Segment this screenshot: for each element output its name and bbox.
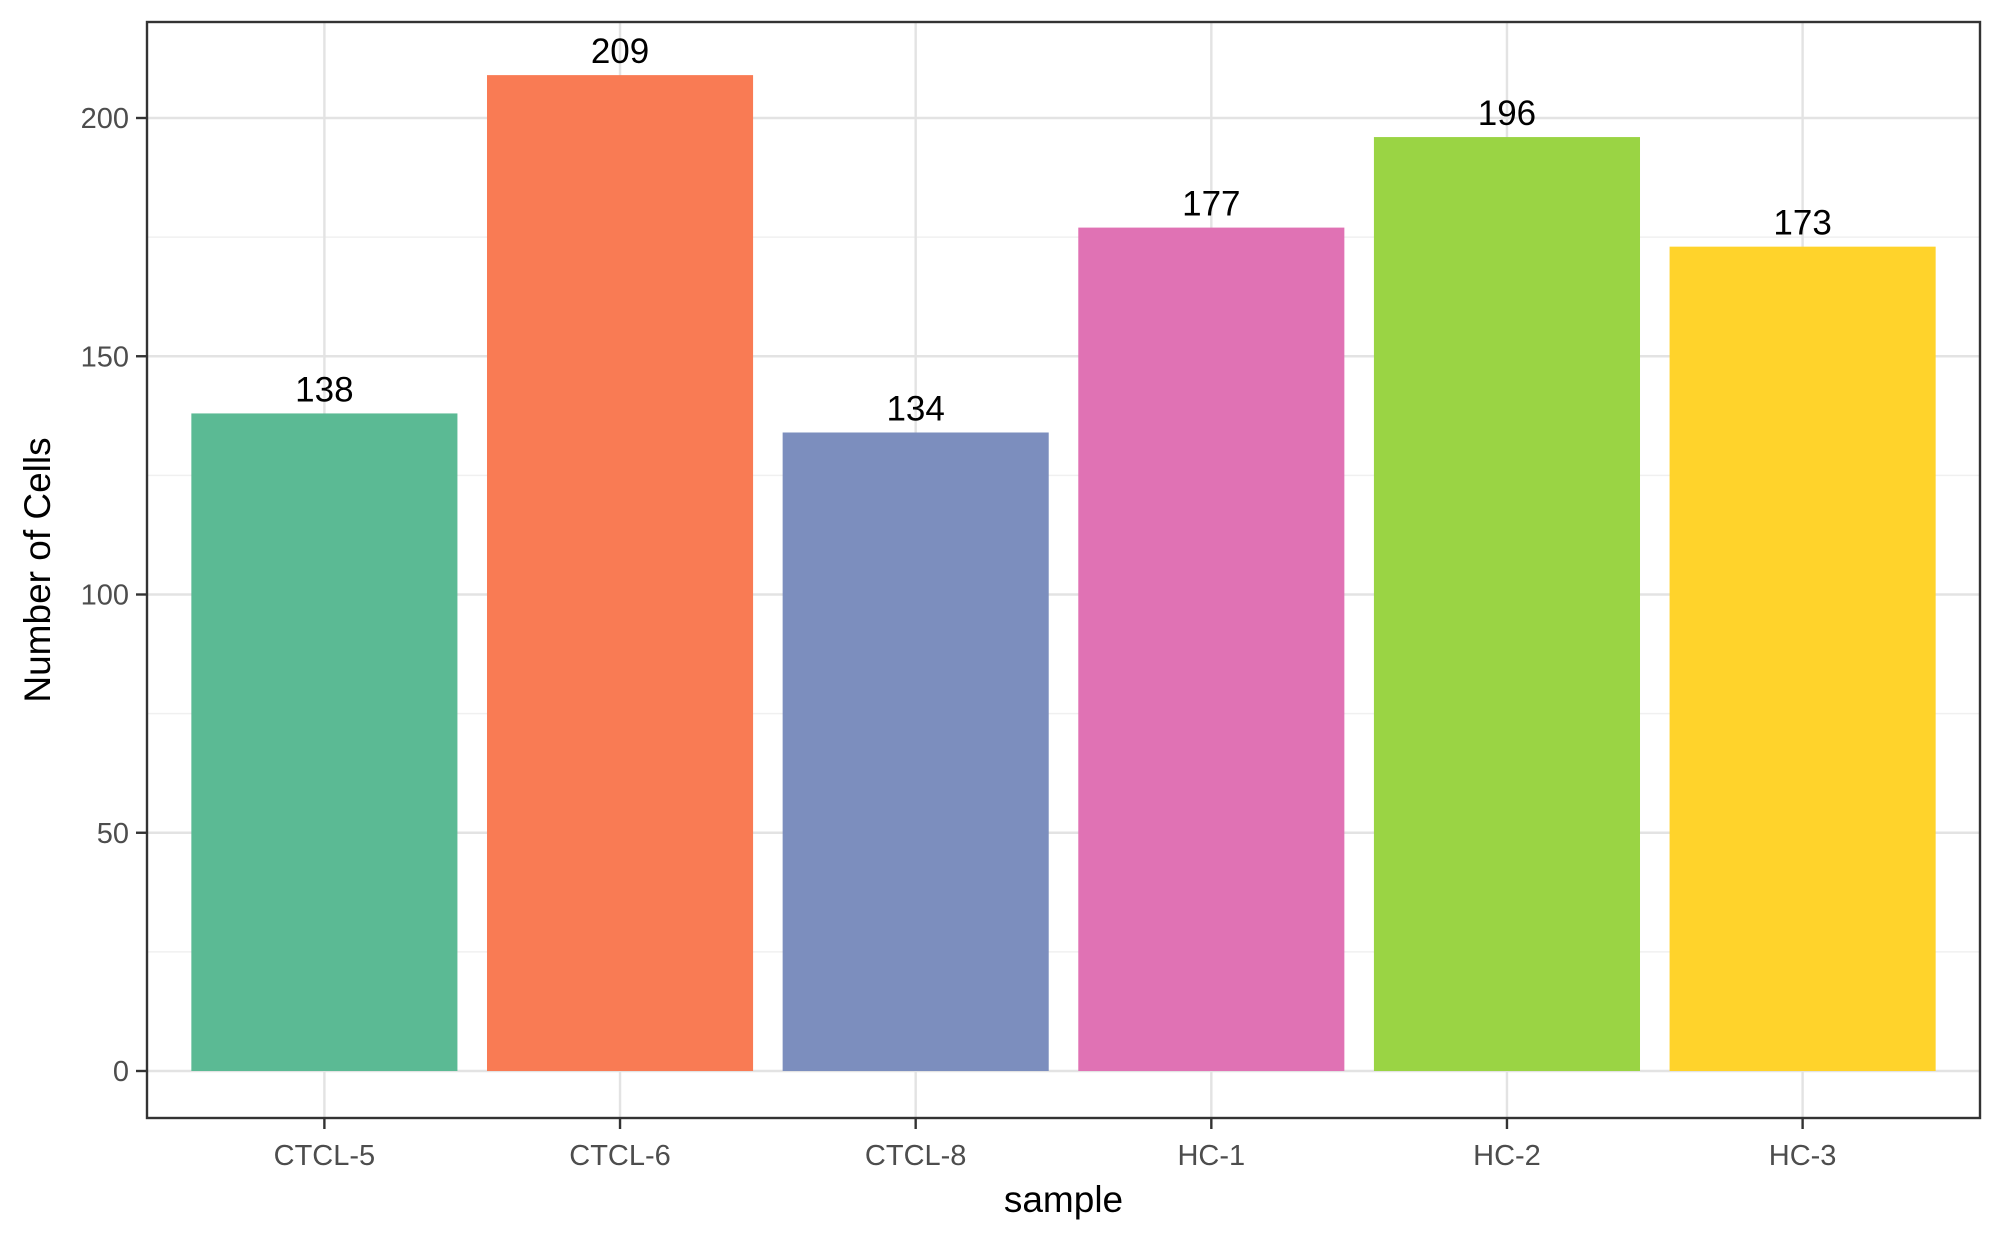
y-tick-label: 150 xyxy=(81,341,129,373)
x-tick-label: CTCL-5 xyxy=(274,1140,376,1172)
bar-hc-1 xyxy=(1078,227,1345,1072)
x-axis-title: sample xyxy=(1004,1179,1123,1220)
y-tick-label: 0 xyxy=(113,1056,129,1088)
axes: 0 50 100 150 200 CTCL-5 CTCL-6 CTCL-8 HC-1 HC-2 HC… xyxy=(81,103,1837,1172)
panel-border xyxy=(145,20,1982,1120)
x-tick-label: HC-2 xyxy=(1473,1140,1541,1172)
y-tick-label: 200 xyxy=(81,103,129,135)
data-label-ctcl-8: 134 xyxy=(886,389,944,428)
bar-hc-3 xyxy=(1669,246,1936,1071)
bar-ctcl-8 xyxy=(782,432,1049,1071)
x-tick-label: HC-1 xyxy=(1177,1140,1245,1172)
data-labels: 138 209 134 177 196 173 xyxy=(295,32,1832,428)
bar-ctcl-5 xyxy=(191,413,458,1071)
x-tick-label: CTCL-6 xyxy=(569,1140,671,1172)
data-label-hc-3: 173 xyxy=(1773,204,1831,243)
y-tick-label: 50 xyxy=(97,818,129,850)
data-label-hc-2: 196 xyxy=(1478,94,1536,133)
y-axis-title: Number of Cells xyxy=(17,437,58,702)
y-tick-label: 100 xyxy=(81,580,129,612)
data-label-ctcl-5: 138 xyxy=(295,370,353,409)
bar-hc-2 xyxy=(1373,137,1641,1071)
bars xyxy=(191,75,1936,1072)
data-label-ctcl-6: 209 xyxy=(591,32,649,71)
x-tick-label: HC-3 xyxy=(1769,1140,1837,1172)
bar-ctcl-6 xyxy=(486,75,754,1072)
x-tick-label: CTCL-8 xyxy=(865,1140,967,1172)
data-label-hc-1: 177 xyxy=(1182,185,1240,224)
